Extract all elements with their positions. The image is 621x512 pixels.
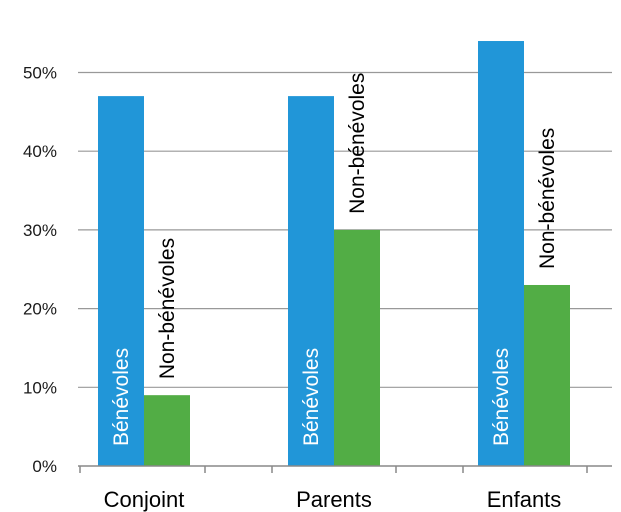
x-category-label: Parents: [296, 487, 372, 512]
y-tick-label: 40%: [23, 142, 57, 161]
y-tick-label: 10%: [23, 378, 57, 397]
bars: [98, 41, 570, 467]
y-tick-label: 20%: [23, 300, 57, 319]
x-category-label: Conjoint: [104, 487, 185, 512]
y-tick-label: 0%: [32, 457, 57, 476]
bar-benevoles-enfants: [478, 41, 524, 467]
bar-non-benevoles-parents: [334, 229, 380, 466]
bar-benevoles-conjoint: [98, 96, 144, 467]
category-labels: Conjoint Parents Enfants: [104, 487, 562, 512]
bar-labels: Bénévoles Non-bénévoles Bénévoles Non-bénév…: [110, 73, 559, 446]
bar-benevoles-parents: [288, 96, 334, 467]
bar-label-non-benevoles: Non-bénévoles: [536, 128, 559, 269]
x-category-label: Enfants: [487, 487, 562, 512]
bar-label-non-benevoles: Non-bénévoles: [346, 73, 369, 214]
y-tick-label: 50%: [23, 64, 57, 83]
y-tick-label: 30%: [23, 221, 57, 240]
x-axis: [78, 465, 612, 473]
bar-label-benevoles: Bénévoles: [300, 348, 323, 446]
bar-label-benevoles: Bénévoles: [110, 348, 133, 446]
bar-non-benevoles-enfants: [524, 284, 570, 466]
bar-non-benevoles-conjoint: [144, 395, 190, 466]
y-axis-ticks: 0% 10% 20% 30% 40% 50%: [23, 64, 57, 477]
bar-label-benevoles: Bénévoles: [490, 348, 513, 446]
bar-label-non-benevoles: Non-bénévoles: [156, 238, 179, 379]
